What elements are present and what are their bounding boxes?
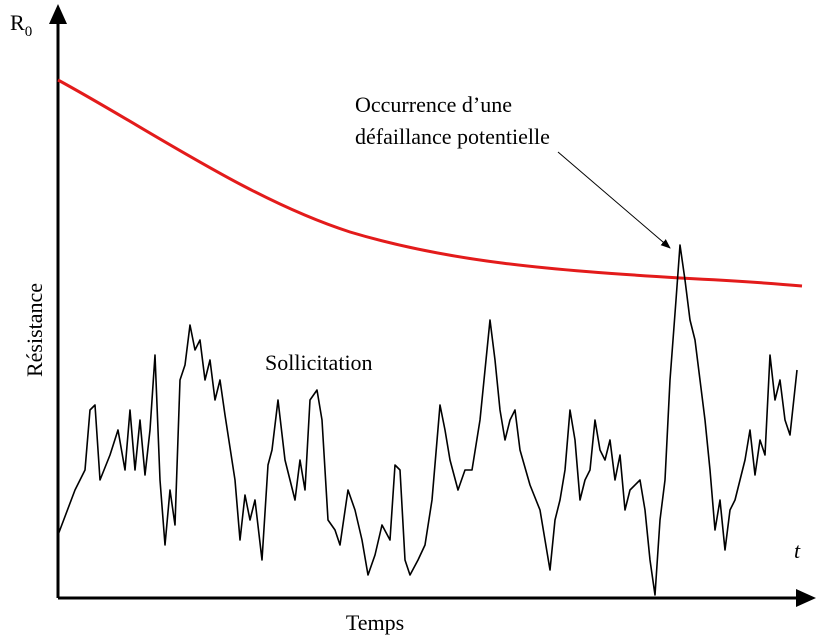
y-axis-top-sub: 0 xyxy=(25,24,33,40)
y-axis-top-main: R xyxy=(10,10,25,35)
load-label: Sollicitation xyxy=(265,350,373,375)
y-axis-label: Résistance xyxy=(22,283,47,377)
y-axis-arrow xyxy=(49,4,67,24)
y-axis-top-label: R0 xyxy=(10,10,32,40)
annotation-line1: Occurrence d’une xyxy=(355,92,512,117)
x-axis-arrow xyxy=(796,589,816,607)
x-axis-end-label: t xyxy=(794,538,801,563)
load-curve xyxy=(57,244,798,596)
resistance-curve xyxy=(57,78,803,288)
annotation-line2: défaillance potentielle xyxy=(355,124,550,149)
x-axis-label: Temps xyxy=(346,610,404,635)
annotation-arrow xyxy=(557,151,671,249)
